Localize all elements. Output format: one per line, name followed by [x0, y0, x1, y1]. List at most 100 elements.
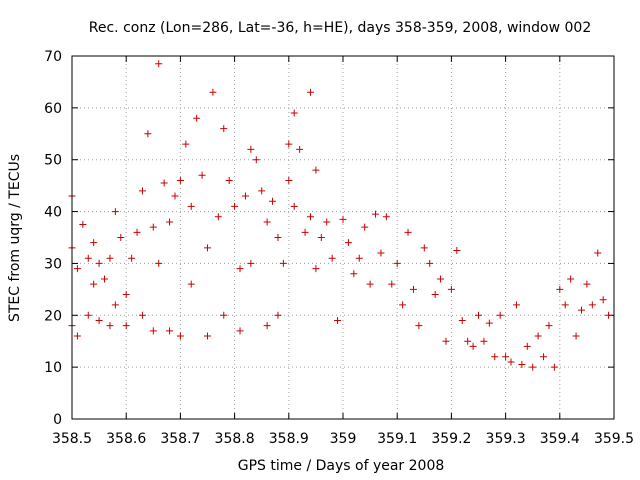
data-point: [540, 353, 548, 361]
data-point: [274, 311, 282, 319]
data-point: [323, 218, 331, 226]
data-point: [306, 213, 314, 221]
data-point: [160, 179, 168, 187]
y-tick-label: 30: [44, 256, 62, 272]
data-point: [366, 280, 374, 288]
data-point: [550, 363, 558, 371]
data-point: [182, 140, 190, 148]
data-point: [464, 337, 472, 345]
data-point: [106, 254, 114, 262]
data-point: [122, 322, 130, 330]
data-point: [393, 259, 401, 267]
data-point: [556, 285, 564, 293]
data-point: [588, 301, 596, 309]
grid: [72, 56, 614, 419]
x-tick-label: 359: [330, 431, 357, 447]
data-point: [236, 265, 244, 273]
data-point: [306, 88, 314, 96]
axis-ticks: 358.5 358.6 358.7 358.8 358.9 359 359.1 359.2 35…: [44, 49, 634, 447]
data-point: [344, 239, 352, 247]
data-point: [95, 259, 103, 267]
data-point: [361, 223, 369, 231]
data-point: [247, 145, 255, 153]
data-point: [138, 311, 146, 319]
data-point: [198, 171, 206, 179]
data-point: [209, 88, 217, 96]
data-point: [426, 259, 434, 267]
data-point: [84, 311, 92, 319]
x-tick-label: 358.5: [52, 431, 92, 447]
data-point: [155, 60, 163, 68]
data-point: [138, 187, 146, 195]
data-point: [399, 301, 407, 309]
data-point: [73, 332, 81, 340]
x-tick-label: 359.4: [540, 431, 580, 447]
y-tick-label: 0: [53, 412, 62, 428]
data-point: [312, 166, 320, 174]
data-point: [258, 187, 266, 195]
data-point: [431, 291, 439, 299]
x-tick-label: 359.2: [431, 431, 471, 447]
x-tick-label: 359.1: [377, 431, 417, 447]
data-point: [111, 301, 119, 309]
x-axis-label: GPS time / Days of year 2008: [238, 458, 445, 474]
data-point: [247, 259, 255, 267]
data-point: [496, 311, 504, 319]
data-point: [279, 259, 287, 267]
data-point: [171, 192, 179, 200]
data-point: [382, 213, 390, 221]
data-point: [458, 316, 466, 324]
data-point: [415, 322, 423, 330]
y-tick-label: 60: [44, 101, 62, 117]
data-point: [101, 275, 109, 283]
data-point: [220, 125, 228, 133]
data-point: [577, 306, 585, 314]
data-point: [149, 223, 157, 231]
data-point: [285, 140, 293, 148]
data-point: [155, 259, 163, 267]
data-point: [95, 316, 103, 324]
data-point: [372, 210, 380, 218]
data-point: [572, 332, 580, 340]
data-point: [437, 275, 445, 283]
data-point: [328, 254, 336, 262]
data-point: [263, 322, 271, 330]
data-point: [241, 192, 249, 200]
data-point: [290, 202, 298, 210]
data-point: [236, 327, 244, 335]
data-point: [166, 218, 174, 226]
chart-title: Rec. conz (Lon=286, Lat=-36, h=HE), days…: [89, 20, 591, 36]
data-point: [599, 296, 607, 304]
data-point: [502, 353, 510, 361]
data-point: [518, 361, 526, 369]
x-tick-label: 358.6: [106, 431, 146, 447]
data-point: [334, 316, 342, 324]
data-point: [90, 239, 98, 247]
y-tick-label: 50: [44, 153, 62, 169]
data-point: [187, 280, 195, 288]
data-point: [84, 254, 92, 262]
data-point: [409, 285, 417, 293]
data-point: [117, 234, 125, 241]
data-point: [377, 249, 385, 257]
data-point: [204, 244, 211, 252]
data-point: [296, 145, 304, 153]
data-point: [79, 221, 87, 229]
y-tick-label: 70: [44, 49, 62, 65]
y-axis-label: STEC from uqrg / TECUs: [7, 154, 23, 322]
data-point: [475, 311, 482, 319]
plot-frame: [71, 55, 615, 420]
data-point: [605, 311, 613, 319]
data-point: [214, 213, 222, 221]
data-point: [128, 254, 136, 262]
data-point: [111, 208, 119, 216]
data-point: [252, 156, 260, 164]
data-point: [149, 327, 157, 335]
data-point: [469, 342, 477, 350]
data-point: [122, 291, 130, 299]
data-point: [447, 285, 455, 293]
data-point: [453, 246, 461, 254]
data-point: [133, 228, 141, 236]
data-point: [512, 301, 520, 309]
